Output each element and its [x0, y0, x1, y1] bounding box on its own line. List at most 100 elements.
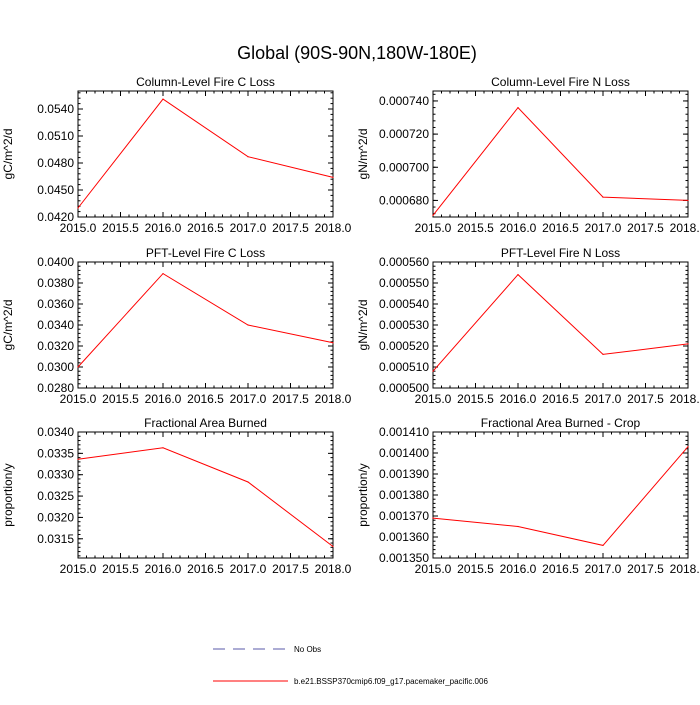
x-tick-label: 2016.5 [542, 392, 579, 406]
y-axis-label: proportion/y [356, 463, 370, 526]
x-tick-label: 2015.5 [457, 221, 494, 235]
data-point [517, 274, 519, 276]
y-tick-label: 0.000550 [379, 276, 429, 290]
panel-5: Fractional Area Burned proportion/y 2015.0… [1, 416, 352, 576]
plot-frame [432, 90, 689, 218]
data-point [332, 342, 334, 344]
x-tick-label: 2015.0 [415, 392, 452, 406]
y-tick-label: 0.001370 [379, 509, 429, 523]
y-axis-label: gN/m^2/d [356, 129, 370, 180]
y-tick-label: 0.0360 [37, 297, 74, 311]
x-tick-label: 2016.0 [500, 221, 537, 235]
panel-6: Fractional Area Burned - Crop proportion/… [356, 416, 700, 576]
legend-label-2: b.e21.BSSP370cmip6.f09_g17.pacemaker_pac… [294, 677, 488, 686]
y-tick-label: 0.0380 [37, 276, 74, 290]
x-tick-label: 2017.0 [230, 392, 267, 406]
x-tick-label: 2016.5 [542, 221, 579, 235]
y-axis-label: gC/m^2/d [1, 129, 15, 180]
plot-frame [432, 261, 689, 389]
y-tick-label: 0.001380 [379, 488, 429, 502]
data-point [602, 353, 604, 355]
panel-2: Column-Level Fire N Loss gN/m^2/d 2015.0 20… [356, 75, 700, 235]
data-point [162, 98, 164, 100]
data-point [517, 106, 519, 109]
x-tick-label: 2015.5 [457, 392, 494, 406]
y-tick-label: 0.0540 [37, 102, 74, 116]
data-point [517, 525, 519, 528]
data-point [687, 199, 689, 202]
y-tick-label: 0.001410 [379, 425, 429, 439]
y-tick-label: 0.0480 [37, 156, 74, 170]
y-tick-label: 0.0320 [37, 510, 74, 524]
x-tick-label: 2015.0 [60, 392, 97, 406]
y-tick-label: 0.0450 [37, 183, 74, 197]
y-tick-label: 0.001360 [379, 530, 429, 544]
x-tick-label: 2016.5 [187, 392, 224, 406]
y-tick-label: 0.000500 [379, 381, 429, 395]
x-tick-label: 2015.5 [457, 562, 494, 576]
panel-title: Column-Level Fire C Loss [136, 75, 275, 89]
x-tick-label: 2018.0 [670, 562, 700, 576]
plot-frame [77, 90, 334, 218]
x-tick-label: 2016.0 [145, 562, 182, 576]
series-line [77, 447, 334, 547]
plot-frame [432, 431, 689, 559]
series-line [432, 446, 689, 546]
y-tick-label: 0.0280 [37, 381, 74, 395]
x-tick-label: 2017.0 [230, 562, 267, 576]
panel-title: Fractional Area Burned - Crop [481, 416, 641, 430]
x-tick-label: 2016.0 [500, 392, 537, 406]
panel-title: Column-Level Fire N Loss [491, 75, 630, 89]
x-tick-label: 2018.0 [670, 221, 700, 235]
panel-title: Fractional Area Burned [144, 416, 267, 430]
panel-title: PFT-Level Fire C Loss [146, 246, 265, 260]
data-point [247, 156, 249, 158]
y-tick-label: 0.0300 [37, 360, 74, 374]
y-tick-label: 0.000680 [379, 193, 429, 207]
y-tick-label: 0.0330 [37, 468, 74, 482]
y-tick-label: 0.000560 [379, 255, 429, 269]
data-point [687, 446, 689, 448]
panel-1: Column-Level Fire C Loss gC/m^2/d 2015.0 20… [1, 75, 352, 235]
panel-4: PFT-Level Fire N Loss gN/m^2/d 2015.0 2015.… [356, 246, 700, 406]
x-tick-label: 2015.5 [102, 221, 139, 235]
x-tick-label: 2018.0 [670, 392, 700, 406]
x-tick-label: 2016.0 [500, 562, 537, 576]
data-point [77, 207, 79, 209]
data-point [77, 366, 79, 368]
data-point [332, 176, 334, 178]
data-point [602, 544, 604, 547]
x-tick-label: 2018.0 [315, 221, 352, 235]
data-point [602, 196, 604, 198]
y-tick-label: 0.0335 [37, 446, 74, 460]
data-point [432, 214, 434, 216]
data-point [162, 447, 164, 449]
x-tick-label: 2018.0 [315, 562, 352, 576]
data-point [247, 481, 249, 483]
x-tick-label: 2016.5 [542, 562, 579, 576]
y-tick-label: 0.0510 [37, 129, 74, 143]
data-point [332, 545, 334, 548]
x-tick-label: 2016.0 [145, 221, 182, 235]
x-tick-label: 2015.0 [415, 562, 452, 576]
x-tick-label: 2017.0 [585, 392, 622, 406]
x-tick-label: 2017.0 [230, 221, 267, 235]
x-tick-label: 2017.0 [585, 562, 622, 576]
series-line [432, 106, 689, 216]
legend: No Obs b.e21.BSSP370cmip6.f09_g17.pacemak… [213, 645, 488, 686]
panel-title: PFT-Level Fire N Loss [501, 246, 620, 260]
figure-title: Global (90S-90N,180W-180E) [237, 43, 477, 63]
y-tick-label: 0.000720 [379, 127, 429, 141]
series-line [77, 98, 334, 209]
y-tick-label: 0.0400 [37, 255, 74, 269]
x-tick-label: 2017.5 [272, 562, 309, 576]
y-tick-label: 0.000740 [379, 94, 429, 108]
data-point [77, 458, 79, 460]
y-tick-label: 0.000700 [379, 160, 429, 174]
x-tick-label: 2016.5 [187, 562, 224, 576]
panel-3: PFT-Level Fire C Loss gC/m^2/d 2015.0 2015.… [1, 246, 352, 406]
x-tick-label: 2016.5 [187, 221, 224, 235]
data-point [247, 324, 249, 326]
legend-label-1: No Obs [294, 645, 321, 654]
